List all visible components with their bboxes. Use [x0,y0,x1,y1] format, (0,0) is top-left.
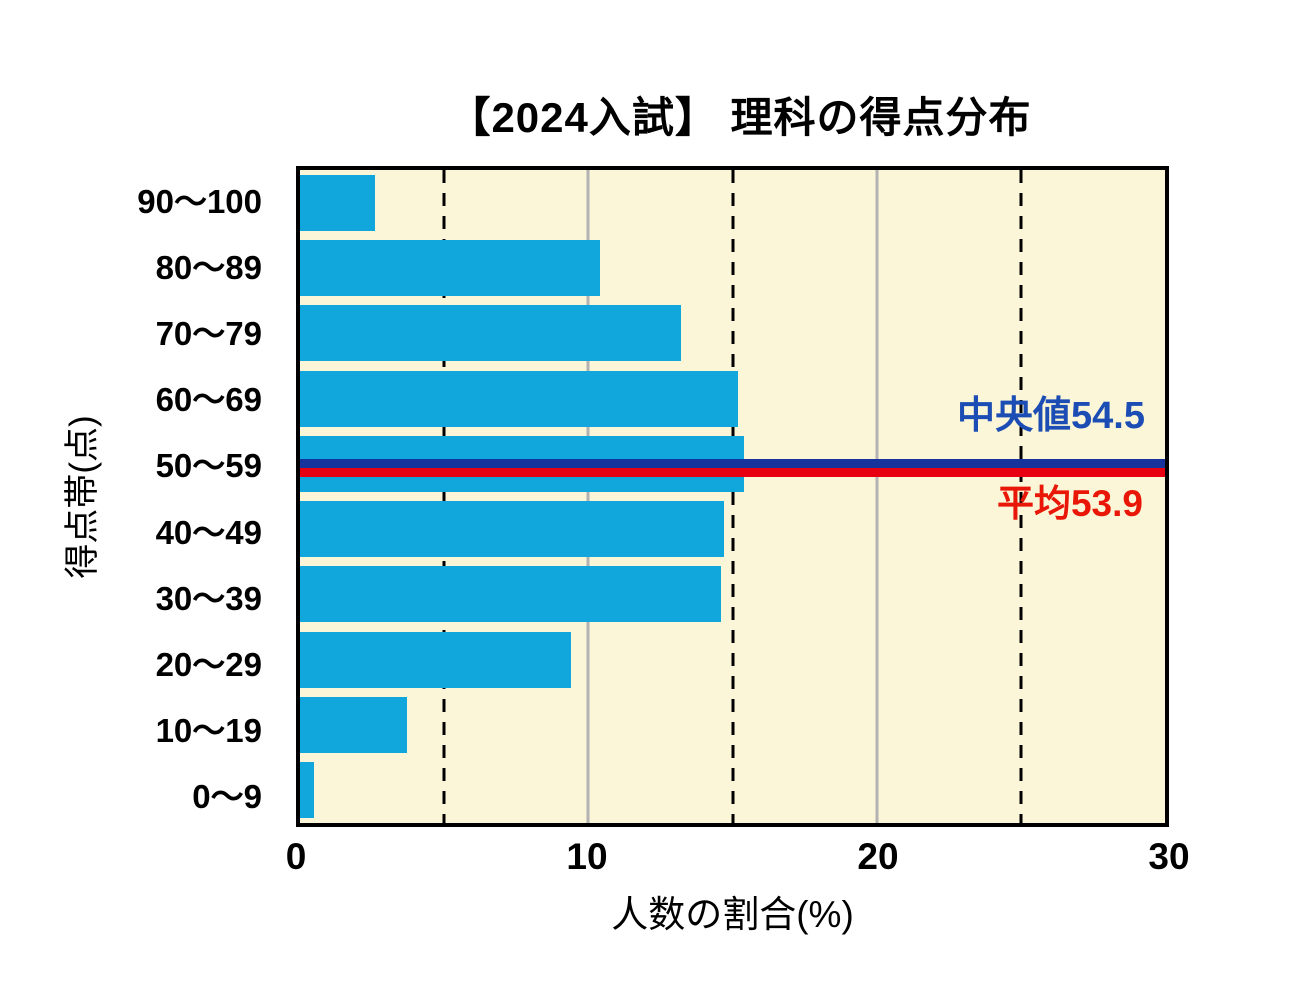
gridline-dashed [731,170,734,823]
y-tick-label: 70〜79 [155,315,262,353]
bar-row-90〜100 [300,170,1165,235]
y-tick-label: 80〜89 [155,249,262,287]
bar [300,697,407,754]
bar-row-20〜29 [300,627,1165,692]
bar [300,174,375,231]
median-annotation: 中央値54.5 [957,395,1145,437]
bar-row-0〜9 [300,758,1165,823]
bar [300,631,572,688]
y-tick-label: 30〜39 [155,579,262,617]
gridline-solid [875,170,879,823]
y-tick-label: 20〜29 [155,645,262,683]
bars-container [300,170,1165,823]
bar [300,370,739,427]
bar [300,762,315,819]
y-tick-label: 0〜9 [192,777,262,815]
mean-annotation: 平均53.9 [996,483,1143,524]
bar-row-60〜69 [300,366,1165,431]
gridline-solid [586,170,590,823]
y-tick-label: 60〜69 [155,381,262,419]
bar [300,566,721,623]
y-tick-label: 10〜19 [155,711,262,749]
bar-row-10〜19 [300,692,1165,757]
plot-area: 中央値54.5 平均53.9 [296,166,1169,827]
mean-line [300,468,1165,477]
x-tick-label: 0 [285,836,307,877]
y-tick-label: 40〜49 [155,513,262,551]
gridline-dashed [1019,170,1023,823]
y-tick-label: 50〜59 [155,447,262,485]
bar-row-70〜79 [300,301,1165,366]
x-axis-tick-labels: 0 10 20 30 [286,836,1190,880]
bar [300,239,600,296]
y-axis-tick-labels: 90〜100 80〜89 70〜79 60〜69 50〜59 40〜49 30〜39 20〜2… [0,166,262,827]
bar-row-80〜89 [300,235,1165,300]
x-tick-label: 10 [566,836,608,877]
x-tick-label: 20 [857,836,899,877]
bar-row-30〜39 [300,562,1165,627]
bar [300,305,681,362]
bar-row-40〜49 [300,496,1165,561]
x-tick-label: 30 [1148,836,1190,877]
median-line [300,459,1165,468]
chart-title: 【2024入試】 理科の得点分布 [448,94,1032,141]
y-tick-label: 90〜100 [137,183,262,221]
bar [300,501,724,558]
gridline-dashed [442,170,446,823]
x-axis-title: 人数の割合(%) [611,894,854,935]
